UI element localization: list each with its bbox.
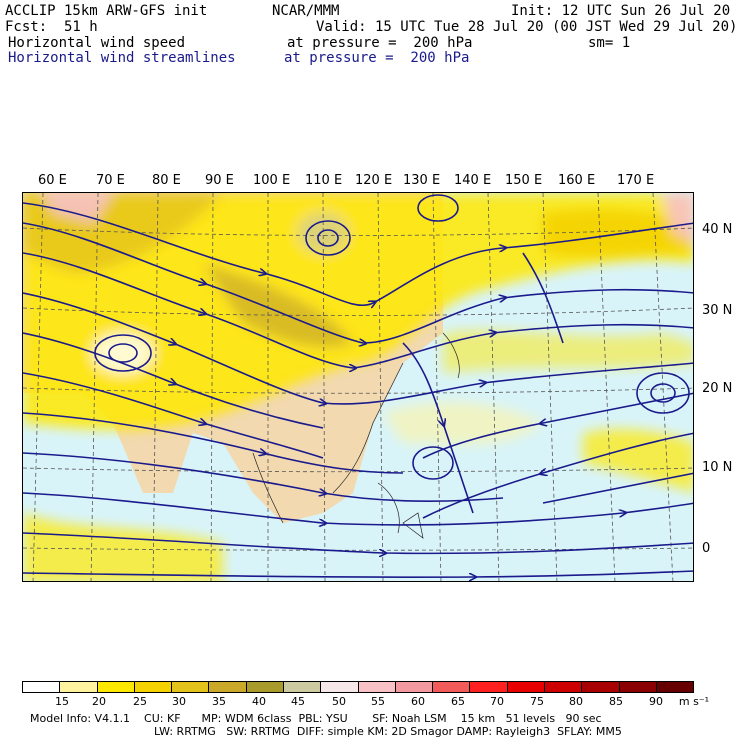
lon-label: 140 E bbox=[454, 173, 492, 188]
forecast-label: Fcst: bbox=[5, 19, 48, 35]
colorbar-label: 50 bbox=[332, 695, 346, 708]
colorbar-swatch bbox=[97, 682, 135, 692]
lon-label: 60 E bbox=[38, 173, 67, 188]
colorbar-swatch bbox=[283, 682, 322, 692]
colorbar-swatch bbox=[619, 682, 657, 692]
valid-time: Valid: 15 UTC Tue 28 Jul 20 (00 JST Wed … bbox=[316, 19, 738, 35]
colorbar-label: 30 bbox=[172, 695, 186, 708]
colorbar-label: 70 bbox=[490, 695, 504, 708]
colorbar-label: 60 bbox=[411, 695, 425, 708]
circulation-centers bbox=[94, 194, 690, 480]
colorbar-label: 65 bbox=[451, 695, 465, 708]
colorbar-swatch bbox=[358, 682, 396, 692]
model-info-line2: LW: RRTMG SW: RRTMG DIFF: simple KM: 2D … bbox=[154, 725, 622, 738]
colorbar-swatch bbox=[209, 682, 247, 692]
init-time: Init: 12 UTC Sun 26 Jul 20 bbox=[511, 3, 731, 19]
colorbar-swatch bbox=[507, 682, 545, 692]
lon-label: 90 E bbox=[205, 173, 234, 188]
lon-label: 160 E bbox=[558, 173, 596, 188]
colorbar-swatch bbox=[60, 682, 98, 692]
colorbar-swatch bbox=[134, 682, 173, 692]
colorbar-swatch bbox=[433, 682, 471, 692]
lon-label: 100 E bbox=[253, 173, 291, 188]
field1-name: Horizontal wind speed bbox=[8, 35, 186, 51]
lon-label: 170 E bbox=[617, 173, 655, 188]
wind-map-canvas bbox=[23, 193, 693, 581]
lon-label: 150 E bbox=[505, 173, 543, 188]
field1-level: at pressure = 200 hPa bbox=[287, 35, 473, 51]
colorbar-label: 80 bbox=[569, 695, 583, 708]
colorbar-label: 75 bbox=[530, 695, 544, 708]
colorbar-swatch bbox=[23, 682, 61, 692]
colorbar-label: 40 bbox=[252, 695, 266, 708]
colorbar-unit: m s⁻¹ bbox=[678, 695, 710, 708]
lat-label: 40 N bbox=[702, 222, 733, 237]
model-info-line1: Model Info: V4.1.1 CU: KF MP: WDM 6class… bbox=[30, 712, 602, 725]
colorbar-label: 85 bbox=[609, 695, 623, 708]
colorbar-swatch bbox=[656, 682, 694, 692]
colorbar-label: 20 bbox=[92, 695, 106, 708]
colorbar-swatch bbox=[246, 682, 284, 692]
colorbar-label: 45 bbox=[291, 695, 305, 708]
forecast-hour: 51 h bbox=[64, 19, 98, 35]
colorbar bbox=[22, 681, 694, 693]
lat-label: 10 N bbox=[702, 460, 733, 475]
wind-map bbox=[22, 192, 694, 582]
field2-level: at pressure = 200 hPa bbox=[284, 50, 470, 66]
field2-name: Horizontal wind streamlines bbox=[8, 50, 236, 66]
lat-label: 0 bbox=[702, 541, 711, 556]
field1-smoothing: sm= 1 bbox=[588, 35, 631, 51]
colorbar-swatch bbox=[395, 682, 434, 692]
colorbar-swatch bbox=[544, 682, 583, 692]
org-label: NCAR/MMM bbox=[272, 3, 340, 19]
colorbar-label: 25 bbox=[133, 695, 147, 708]
colorbar-label: 55 bbox=[371, 695, 385, 708]
colorbar-swatch bbox=[172, 682, 210, 692]
lon-label: 110 E bbox=[305, 173, 343, 188]
colorbar-swatch bbox=[582, 682, 620, 692]
lat-label: 20 N bbox=[702, 381, 733, 396]
model-title: ACCLIP 15km ARW-GFS init bbox=[5, 3, 208, 19]
colorbar-swatch bbox=[470, 682, 508, 692]
lon-label: 70 E bbox=[96, 173, 125, 188]
lon-label: 120 E bbox=[355, 173, 393, 188]
colorbar-label: 90 bbox=[649, 695, 663, 708]
colorbar-label: 35 bbox=[212, 695, 226, 708]
lon-label: 80 E bbox=[152, 173, 181, 188]
streamlines bbox=[23, 202, 693, 577]
colorbar-label: 15 bbox=[55, 695, 69, 708]
lon-label: 130 E bbox=[403, 173, 441, 188]
lat-label: 30 N bbox=[702, 303, 733, 318]
colorbar-swatch bbox=[321, 682, 359, 692]
